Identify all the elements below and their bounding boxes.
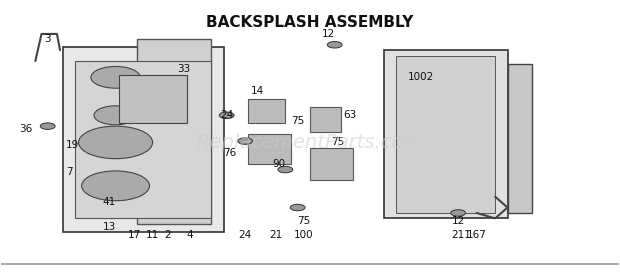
Text: 2: 2 <box>165 230 171 240</box>
FancyBboxPatch shape <box>384 50 508 218</box>
Text: ReplacementParts.com: ReplacementParts.com <box>197 133 423 152</box>
Text: 11: 11 <box>146 230 159 240</box>
Text: BACKSPLASH ASSEMBLY: BACKSPLASH ASSEMBLY <box>206 15 414 30</box>
Text: 90: 90 <box>273 159 286 169</box>
Text: 76: 76 <box>223 148 236 158</box>
Text: 75: 75 <box>291 116 304 126</box>
FancyBboxPatch shape <box>76 61 211 218</box>
FancyBboxPatch shape <box>396 56 495 213</box>
Circle shape <box>82 171 149 201</box>
Circle shape <box>79 126 153 159</box>
Text: 24: 24 <box>220 110 233 120</box>
Text: 12: 12 <box>322 29 335 39</box>
Circle shape <box>238 138 252 144</box>
Text: 33: 33 <box>177 64 190 74</box>
Text: 7: 7 <box>66 167 73 177</box>
Text: 14: 14 <box>251 86 264 96</box>
Text: 100: 100 <box>294 230 314 240</box>
Text: 19: 19 <box>66 140 79 150</box>
Text: 75: 75 <box>297 216 311 226</box>
Circle shape <box>40 123 55 129</box>
Text: 167: 167 <box>467 230 487 240</box>
Circle shape <box>290 204 305 211</box>
Circle shape <box>91 67 140 88</box>
FancyBboxPatch shape <box>118 75 187 124</box>
FancyBboxPatch shape <box>310 148 353 180</box>
FancyBboxPatch shape <box>508 64 532 213</box>
Circle shape <box>94 106 137 125</box>
Text: 211: 211 <box>451 230 471 240</box>
Text: 24: 24 <box>239 230 252 240</box>
Text: 63: 63 <box>343 110 356 120</box>
FancyBboxPatch shape <box>63 47 224 232</box>
Circle shape <box>219 112 234 119</box>
Text: 21: 21 <box>270 230 283 240</box>
FancyBboxPatch shape <box>248 134 291 164</box>
Text: 41: 41 <box>103 197 116 207</box>
FancyBboxPatch shape <box>248 99 285 124</box>
Text: 17: 17 <box>128 230 141 240</box>
Circle shape <box>327 42 342 48</box>
Text: 1002: 1002 <box>408 72 434 82</box>
Text: 13: 13 <box>103 221 116 232</box>
Text: 3: 3 <box>45 34 51 44</box>
Circle shape <box>451 210 466 216</box>
Circle shape <box>278 166 293 173</box>
Text: 75: 75 <box>331 138 344 147</box>
Text: 36: 36 <box>19 124 33 134</box>
Text: 4: 4 <box>187 230 193 240</box>
FancyBboxPatch shape <box>310 107 341 132</box>
Text: 12: 12 <box>451 216 465 226</box>
FancyBboxPatch shape <box>137 39 211 224</box>
